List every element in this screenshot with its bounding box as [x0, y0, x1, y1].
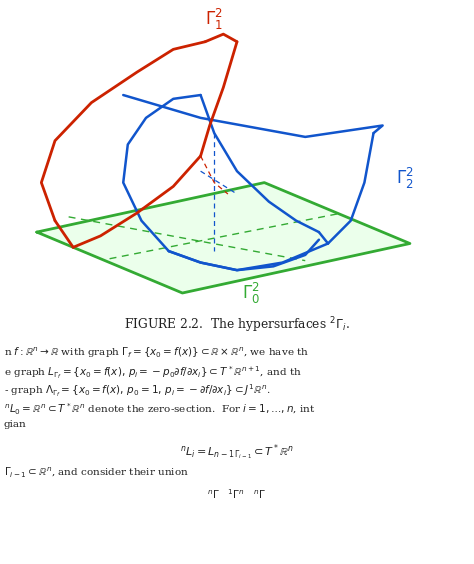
Text: $\Gamma_2^2$: $\Gamma_2^2$ [396, 166, 414, 191]
Text: FIGURE 2.2.  The hypersurfaces ${}^2\Gamma_i$.: FIGURE 2.2. The hypersurfaces ${}^2\Gamm… [124, 315, 350, 335]
Text: $\Gamma_0^2$: $\Gamma_0^2$ [242, 281, 260, 306]
Text: n $f : \mathbb{R}^n \to \mathbb{R}$ with graph $\Gamma_f = \{x_0 = f(x)\} \subse: n $f : \mathbb{R}^n \to \mathbb{R}$ with… [4, 346, 309, 360]
Text: ${}^n\Gamma \quad {}^1\Gamma^n \quad {}^n\Gamma$: ${}^n\Gamma \quad {}^1\Gamma^n \quad {}^… [207, 487, 267, 501]
Text: gian: gian [4, 420, 27, 429]
Text: ${}^nL_i = L_{n-1\,\Gamma_{i-1}} \subset T^*\mathbb{R}^n$: ${}^nL_i = L_{n-1\,\Gamma_{i-1}} \subset… [180, 442, 294, 462]
Text: $\Gamma_{i-1} \subset \mathbb{R}^n$, and consider their union: $\Gamma_{i-1} \subset \mathbb{R}^n$, and… [4, 465, 189, 479]
Text: e graph $L_{\Gamma_f} = \{x_0 = f(x),\, p_i = -p_0\partial f/\partial x_i\} \sub: e graph $L_{\Gamma_f} = \{x_0 = f(x),\, … [4, 364, 302, 381]
Text: ${}^nL_0 = \mathbb{R}^n \subset T^*\mathbb{R}^n$ denote the zero-section.  For $: ${}^nL_0 = \mathbb{R}^n \subset T^*\math… [4, 401, 315, 416]
Text: - graph $\Lambda_{\Gamma_f} = \{x_0 = f(x),\, p_0 = 1,\, p_i = -\partial f/\part: - graph $\Lambda_{\Gamma_f} = \{x_0 = f(… [4, 382, 271, 399]
Text: $\Gamma_1^2$: $\Gamma_1^2$ [205, 7, 223, 32]
Polygon shape [37, 183, 410, 293]
